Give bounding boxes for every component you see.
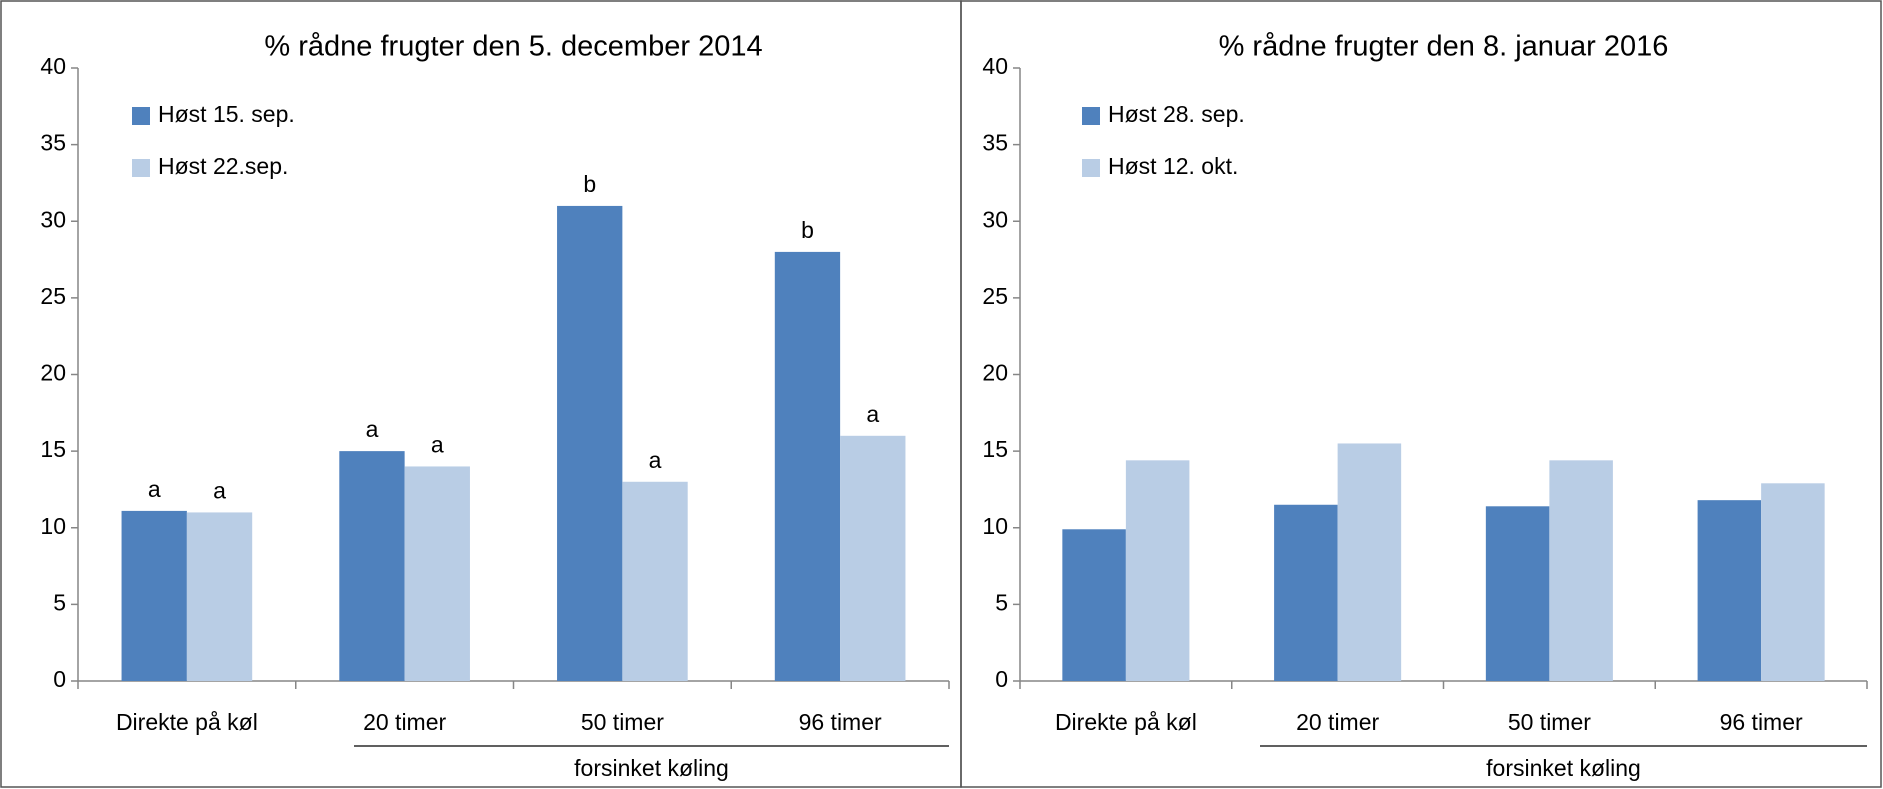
x-tick-label: 50 timer xyxy=(581,709,664,735)
y-tick-label: 5 xyxy=(53,589,66,615)
y-tick-label: 15 xyxy=(40,436,66,462)
y-tick-label: 25 xyxy=(40,283,66,309)
y-tick-label: 40 xyxy=(982,53,1008,79)
y-tick-label: 5 xyxy=(995,589,1008,615)
x-tick-label: 20 timer xyxy=(363,709,446,735)
panel-border xyxy=(960,0,1882,788)
x-tick-label: 20 timer xyxy=(1296,709,1379,735)
group-label: forsinket køling xyxy=(574,755,729,781)
bar xyxy=(121,510,187,681)
bar xyxy=(404,466,470,681)
x-tick-label: 50 timer xyxy=(1508,709,1591,735)
x-tick-label: Direkte på køl xyxy=(116,709,258,735)
bar-annotation: b xyxy=(583,171,596,197)
bar-annotation: a xyxy=(366,416,379,442)
x-tick-label: 96 timer xyxy=(1720,709,1803,735)
legend-swatch xyxy=(132,107,150,125)
legend-label: Høst 28. sep. xyxy=(1108,101,1245,127)
y-tick-label: 10 xyxy=(40,513,66,539)
group-label: forsinket køling xyxy=(1486,755,1641,781)
bar xyxy=(622,481,688,681)
chart-title: % rådne frugter den 5. december 2014 xyxy=(264,31,762,63)
bar xyxy=(774,251,841,681)
x-tick-label: 96 timer xyxy=(799,709,882,735)
bar xyxy=(1337,443,1402,681)
y-tick-label: 20 xyxy=(982,360,1008,386)
bar xyxy=(1697,500,1762,681)
legend-label: Høst 22.sep. xyxy=(158,153,288,179)
legend-swatch xyxy=(132,159,150,177)
bar-annotation: a xyxy=(431,432,444,458)
bar xyxy=(1549,460,1613,681)
y-tick-label: 40 xyxy=(40,53,66,79)
x-tick-label: Direkte på køl xyxy=(1055,709,1197,735)
legend-label: Høst 12. okt. xyxy=(1108,153,1238,179)
y-tick-label: 10 xyxy=(982,513,1008,539)
y-tick-label: 25 xyxy=(982,283,1008,309)
bar xyxy=(840,435,906,681)
legend-swatch xyxy=(1082,159,1100,177)
y-tick-label: 0 xyxy=(53,666,66,692)
bar xyxy=(1274,504,1338,681)
bar-annotation: b xyxy=(801,217,814,243)
bar-annotation: a xyxy=(866,401,879,427)
y-tick-label: 30 xyxy=(40,206,66,232)
bar xyxy=(1485,506,1550,681)
legend-label: Høst 15. sep. xyxy=(158,101,295,127)
bar-annotation: a xyxy=(649,447,662,473)
bar xyxy=(1062,529,1126,681)
bar-annotation: a xyxy=(148,476,161,502)
y-tick-label: 35 xyxy=(982,130,1008,156)
bar xyxy=(557,205,623,682)
chart-title: % rådne frugter den 8. januar 2016 xyxy=(1219,31,1669,63)
bar-annotation: a xyxy=(213,478,226,504)
bar xyxy=(339,451,405,681)
legend-swatch xyxy=(1082,107,1100,125)
bar xyxy=(1761,483,1825,681)
y-tick-label: 0 xyxy=(995,666,1008,692)
y-tick-label: 35 xyxy=(40,130,66,156)
bar xyxy=(186,512,253,681)
bar xyxy=(1125,460,1190,681)
y-tick-label: 30 xyxy=(982,206,1008,232)
y-tick-label: 20 xyxy=(40,360,66,386)
y-tick-label: 15 xyxy=(982,436,1008,462)
